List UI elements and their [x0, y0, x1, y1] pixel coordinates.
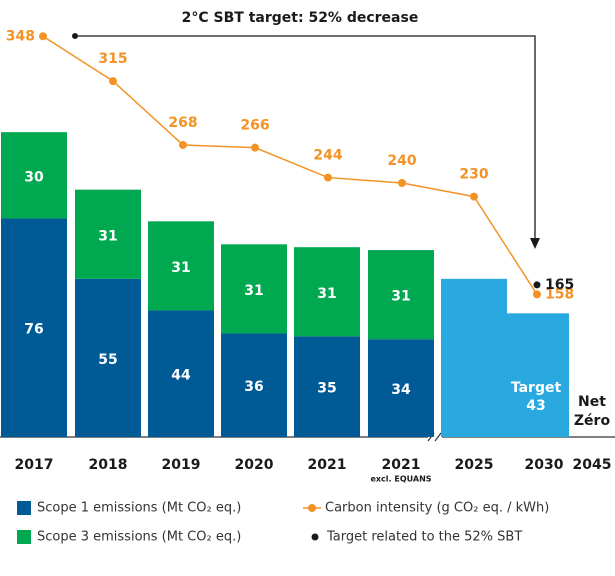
net-zero-label: Net — [578, 394, 606, 410]
intensity-point — [179, 140, 187, 149]
bar-label: 35 — [317, 381, 336, 397]
bar-segment — [294, 336, 360, 437]
bar-label: 55 — [98, 352, 117, 368]
x-tick-label: 2021 — [382, 457, 421, 473]
bar-segment — [75, 278, 141, 437]
arrow-head — [530, 238, 540, 249]
bar-label: 31 — [98, 228, 117, 244]
legend-swatch — [308, 504, 316, 512]
target-point — [533, 281, 541, 289]
target-label: 165 — [545, 277, 574, 293]
x-tick-label: 2020 — [235, 457, 274, 473]
intensity-label: 315 — [98, 51, 127, 67]
bar-label: 31 — [317, 286, 336, 302]
bar-label: 31 — [244, 283, 263, 299]
axis-break — [434, 432, 442, 442]
intensity-label: 268 — [168, 115, 197, 131]
bar-segment — [148, 221, 214, 311]
legend-swatch — [311, 533, 319, 541]
legend-label: Scope 1 emissions (Mt CO₂ eq.) — [37, 501, 241, 516]
net-zero-label: Zéro — [574, 413, 611, 429]
bar-annotation: Target — [511, 380, 562, 396]
intensity-line — [42, 35, 538, 295]
intensity-point — [470, 192, 478, 201]
bar-label: 31 — [171, 260, 190, 276]
intensity-label: 240 — [387, 153, 416, 169]
x-tick-note: excl. EQUANS — [370, 475, 431, 484]
intensity-label: 348 — [6, 28, 35, 44]
bar-label: 44 — [171, 368, 191, 384]
x-tick-label: 2017 — [15, 457, 54, 473]
legend-swatch — [17, 530, 31, 544]
bar-label: 30 — [24, 169, 44, 185]
bar-segment — [294, 247, 360, 337]
x-tick-label: 2045 — [573, 457, 612, 473]
bar-label: 43 — [526, 398, 545, 414]
bar-segment — [368, 339, 434, 437]
x-tick-label: 2030 — [525, 457, 564, 473]
legend-swatch — [17, 501, 31, 515]
bar-label: 34 — [391, 382, 411, 398]
bar-label: 31 — [391, 289, 410, 305]
chart-title: 2°C SBT target: 52% decrease — [182, 10, 419, 26]
bar-segment — [148, 310, 214, 437]
projection-bar — [441, 278, 507, 437]
target-arrow — [75, 35, 536, 240]
intensity-point — [39, 32, 47, 41]
bar-segment — [221, 333, 287, 437]
arrow-start — [72, 33, 78, 39]
intensity-point — [533, 290, 541, 299]
bar-segment — [368, 250, 434, 340]
bar-label: 76 — [24, 322, 43, 338]
intensity-point — [324, 173, 332, 182]
bar-segment — [75, 189, 141, 279]
legend-label: Scope 3 emissions (Mt CO₂ eq.) — [37, 530, 241, 545]
intensity-point — [398, 178, 406, 187]
bar-segment — [1, 218, 67, 437]
intensity-label: 244 — [313, 148, 342, 164]
intensity-point — [251, 143, 259, 152]
legend-label: Target related to the 52% SBT — [326, 530, 522, 545]
x-tick-label: 2018 — [89, 457, 128, 473]
intensity-point — [109, 77, 117, 86]
bar-segment — [1, 132, 67, 219]
x-tick-label: 2025 — [455, 457, 494, 473]
projection-bar — [503, 313, 569, 437]
x-tick-label: 2021 — [308, 457, 347, 473]
x-tick-label: 2019 — [162, 457, 201, 473]
bar-segment — [221, 244, 287, 334]
intensity-label: 266 — [240, 118, 269, 134]
intensity-label: 230 — [459, 167, 488, 183]
legend-label: Carbon intensity (g CO₂ eq. / kWh) — [325, 501, 549, 516]
intensity-label: 158 — [545, 286, 574, 302]
bar-label: 36 — [244, 379, 263, 395]
